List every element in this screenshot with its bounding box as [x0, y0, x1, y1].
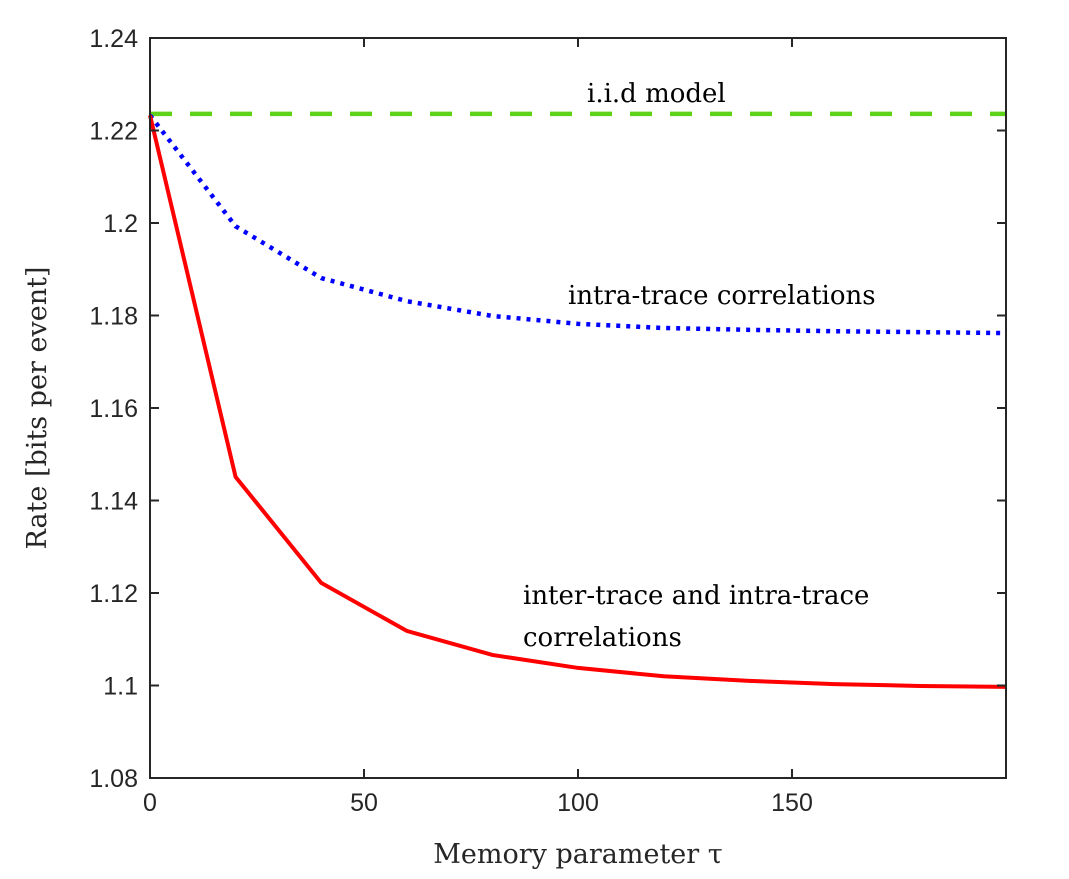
series-line-2 — [148, 114, 1007, 689]
y-axis-label: Rate [bits per event] — [22, 267, 53, 550]
x-tick-label: 150 — [771, 789, 813, 817]
y-tick-label: 1.24 — [89, 25, 138, 53]
annotation-inter-line2: correlations — [523, 623, 682, 653]
y-tick-label: 1.14 — [89, 488, 138, 516]
series-line-1 — [148, 113, 1007, 336]
y-tick-label: 1.16 — [89, 395, 138, 423]
x-tick-label: 0 — [143, 789, 157, 817]
x-tick-label: 50 — [350, 789, 378, 817]
x-axis-label: Memory parameter τ — [433, 839, 722, 870]
y-tick-label: 1.12 — [89, 580, 138, 608]
x-tick-label: 100 — [557, 789, 599, 817]
annotation-inter-line1: inter-trace and intra-trace — [523, 581, 869, 611]
y-tick-label: 1.08 — [89, 765, 138, 793]
y-tick-label: 1.18 — [89, 303, 138, 331]
y-tick-label: 1.22 — [89, 118, 138, 146]
y-tick-label: 1.2 — [103, 210, 138, 238]
y-tick-label: 1.1 — [103, 673, 138, 701]
annotation-intra: intra-trace correlations — [568, 281, 876, 311]
annotation-iid: i.i.d model — [587, 79, 726, 109]
